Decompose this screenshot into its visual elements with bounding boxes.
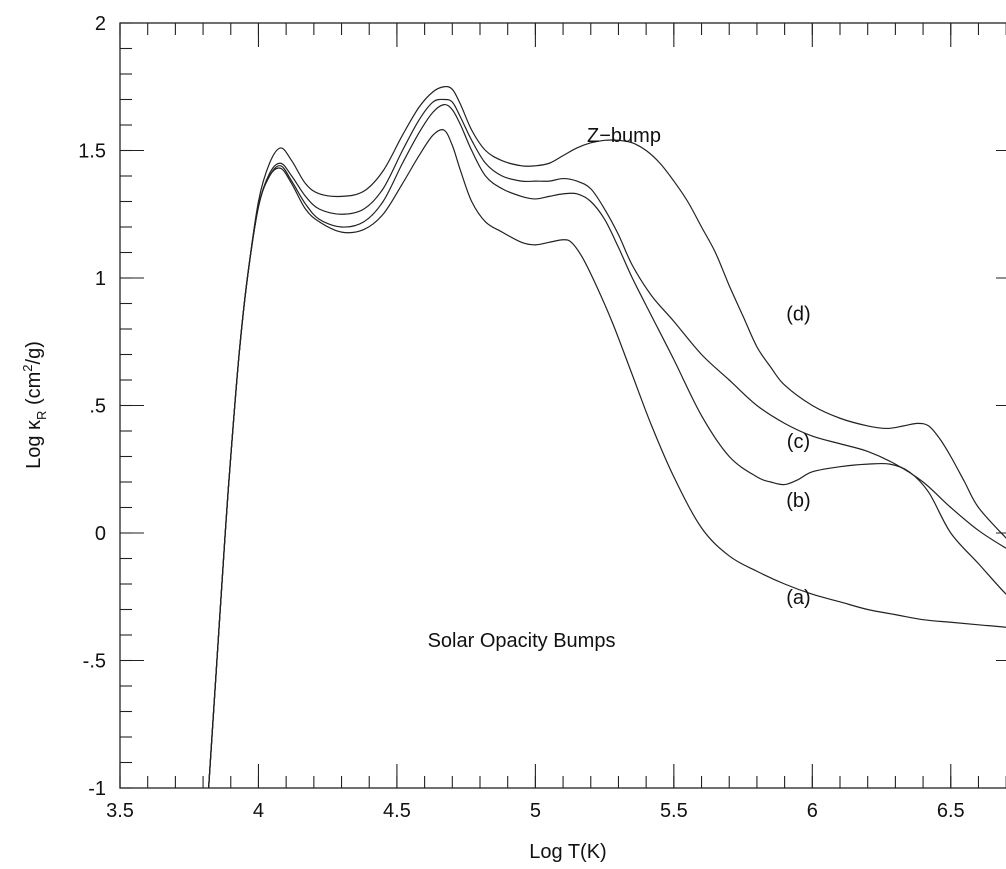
y-tick-label: 1.5 — [78, 141, 106, 163]
annotation-label: Solar Opacity Bumps — [428, 630, 616, 652]
x-tick-label: 4 — [253, 800, 264, 822]
annotation-label: (a) — [786, 587, 810, 609]
y-tick-label: -1 — [88, 778, 106, 800]
series-line-d — [208, 85, 1006, 788]
y-axis-title-sub: R — [34, 411, 49, 420]
y-axis-title-main: Log κ — [23, 419, 45, 469]
y-axis-title-unit-sup: 2 — [20, 364, 35, 371]
x-tick-label: 6 — [807, 800, 818, 822]
y-tick-label: 2 — [95, 13, 106, 35]
y-axis-title-unit-post: /g) — [23, 341, 45, 364]
annotation-label: Z−bump — [587, 125, 661, 147]
y-axis-title: Log κR (cm2/g) — [20, 341, 49, 469]
y-tick-labels: 21.51.50-.5-1 — [78, 13, 106, 800]
major-ticks — [119, 22, 1006, 789]
y-tick-label: 0 — [95, 523, 106, 545]
y-tick-label: .5 — [89, 396, 106, 418]
minor-ticks — [119, 22, 1006, 789]
y-tick-label: -.5 — [83, 651, 106, 673]
x-tick-label: 3.5 — [106, 800, 134, 822]
x-tick-label: 5 — [530, 800, 541, 822]
curves — [208, 85, 1006, 788]
x-tick-labels: 3.5 4 4.5 5 5.5 6 6.5 — [106, 800, 965, 822]
series-line-c — [208, 98, 1006, 788]
x-tick-label: 6.5 — [937, 800, 965, 822]
plot-frame — [119, 22, 1006, 789]
annotations: Z−bump Solar Opacity Bumps (d) (c) (b) (a) — [428, 125, 811, 652]
x-axis-title: Log T(K) — [529, 841, 606, 863]
y-tick-label: 1 — [95, 268, 106, 290]
series-line-b — [208, 103, 1006, 788]
annotation-label: (b) — [786, 490, 810, 512]
annotation-label: (d) — [786, 304, 810, 326]
annotation-label: (c) — [787, 431, 810, 453]
x-tick-label: 5.5 — [660, 800, 688, 822]
x-tick-label: 4.5 — [383, 800, 411, 822]
series-line-a — [208, 128, 1006, 788]
y-axis-title-unit-pre: (cm — [23, 372, 45, 411]
